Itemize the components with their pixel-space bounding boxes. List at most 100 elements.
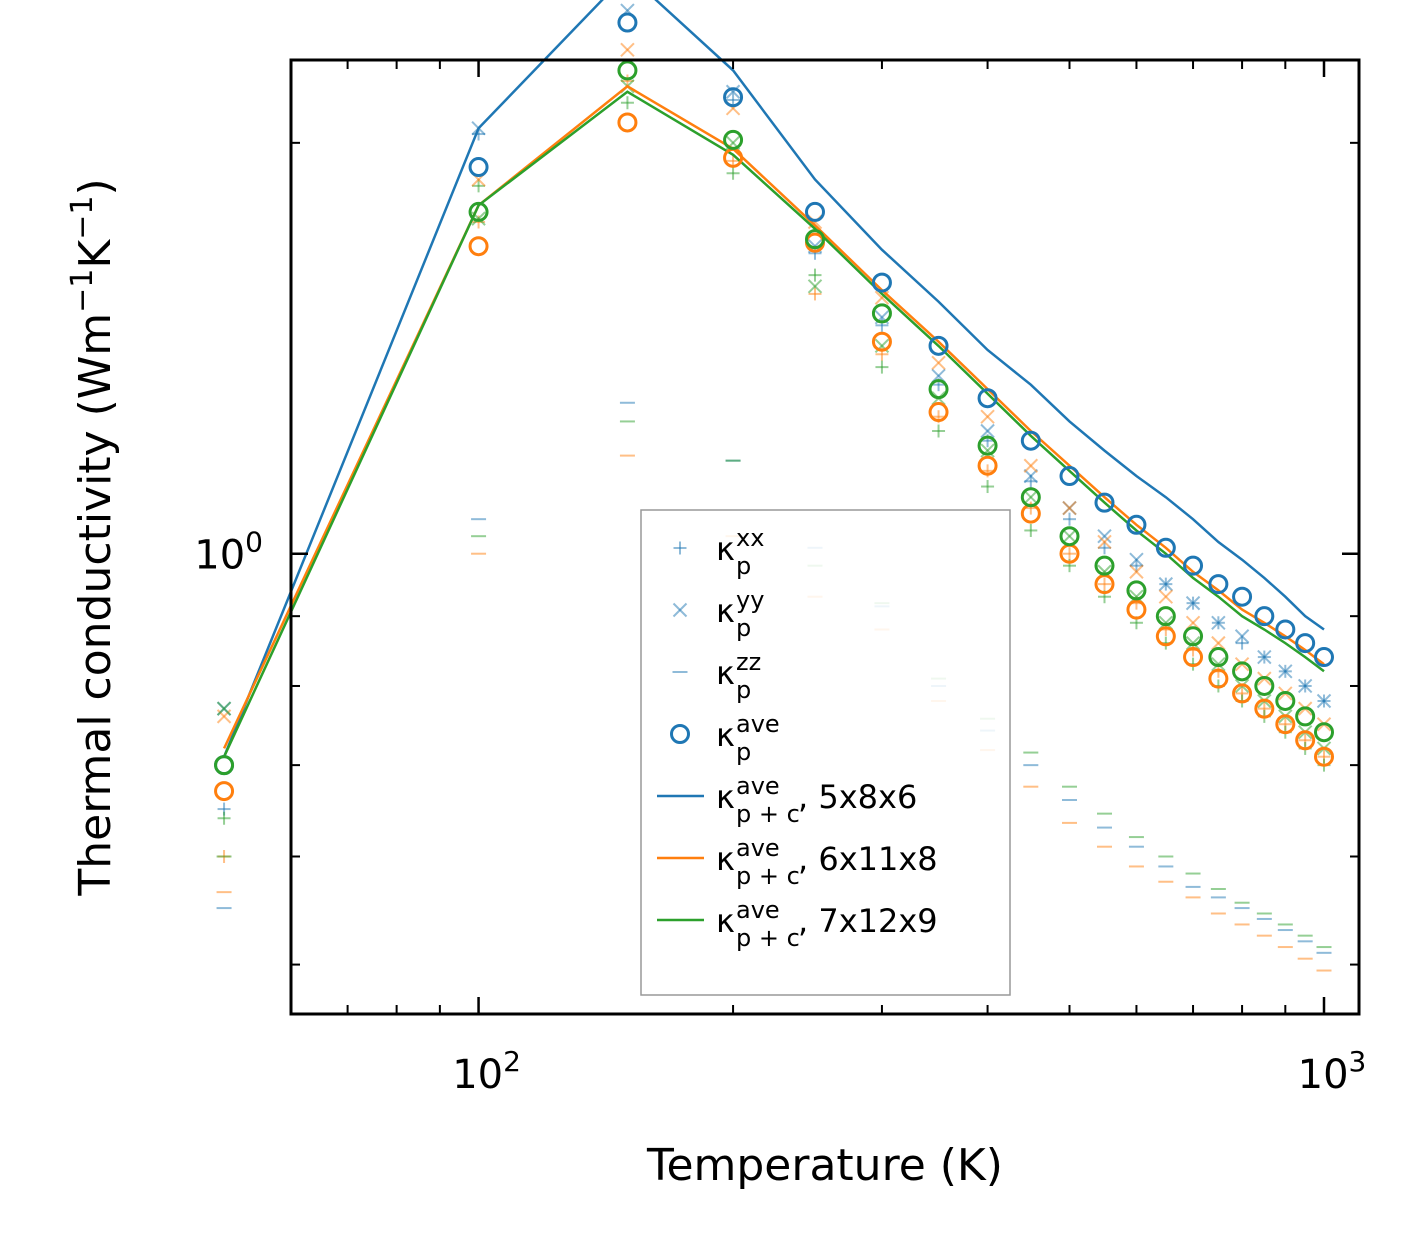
legend-label: κxx p xyxy=(716,524,764,580)
data-point xyxy=(1063,547,1077,561)
legend: κxx p κyy p κzz p κave p κave p + c, 5x8x6 κave p +… xyxy=(640,509,1011,996)
data-point xyxy=(1297,678,1313,694)
data-point xyxy=(980,423,995,439)
legend-marker xyxy=(672,602,688,618)
data-point xyxy=(1158,589,1174,604)
legend-item: κave p + c, 5x8x6 xyxy=(657,772,917,828)
legend-label: κave p + c, 7x12x9 xyxy=(716,896,938,952)
data-point xyxy=(875,360,889,374)
data-point xyxy=(1185,635,1201,651)
data-point xyxy=(1129,564,1144,579)
data-point xyxy=(871,272,892,293)
data-point xyxy=(1023,468,1039,484)
data-point xyxy=(1155,626,1176,647)
plot-frame xyxy=(289,58,1361,1016)
data-point xyxy=(1126,580,1147,601)
data-point xyxy=(468,236,489,257)
data-point xyxy=(1211,615,1226,630)
data-point xyxy=(1254,675,1275,696)
legend-item: κave p xyxy=(670,710,780,766)
series-kave_green xyxy=(214,60,1335,776)
data-point xyxy=(1235,636,1249,650)
data-point xyxy=(1232,661,1253,682)
data-point xyxy=(1062,528,1077,544)
data-point xyxy=(1295,706,1316,727)
data-point xyxy=(1278,664,1293,679)
data-point xyxy=(807,279,823,294)
data-point xyxy=(1254,698,1275,719)
data-point xyxy=(1023,490,1039,505)
data-point xyxy=(871,331,892,352)
data-point xyxy=(617,12,638,33)
data-point xyxy=(1183,555,1204,576)
data-point xyxy=(1275,714,1296,735)
data-point xyxy=(980,443,995,458)
data-point xyxy=(1275,690,1296,711)
data-point xyxy=(1185,595,1201,611)
data-point xyxy=(1234,629,1250,644)
data-point xyxy=(932,424,946,438)
data-point xyxy=(1257,649,1272,665)
data-point xyxy=(1023,458,1039,473)
series-line-total_6x11x8 xyxy=(222,84,1325,749)
data-point xyxy=(723,87,744,108)
data-point xyxy=(1275,619,1296,640)
data-point xyxy=(871,303,892,324)
data-point xyxy=(214,781,235,802)
data-point xyxy=(1183,647,1204,668)
data-point xyxy=(468,157,489,178)
legend-label: κave p + c, 5x8x6 xyxy=(716,772,917,828)
data-point xyxy=(1316,693,1332,709)
data-point xyxy=(977,435,998,456)
data-point xyxy=(1314,647,1335,668)
data-point xyxy=(468,201,489,222)
data-point xyxy=(723,129,744,150)
data-point xyxy=(1208,574,1229,595)
series-line-total_5x8x6 xyxy=(222,0,1325,758)
data-point xyxy=(472,179,486,193)
x-tick-label: 103 xyxy=(1298,1045,1367,1098)
legend-item: κave p + c, 7x12x9 xyxy=(657,896,938,952)
legend-item: κyy p xyxy=(672,586,764,642)
data-point xyxy=(981,480,995,494)
data-point xyxy=(1211,635,1226,651)
data-point xyxy=(1155,537,1176,558)
data-point xyxy=(1097,541,1111,555)
data-point xyxy=(1126,514,1147,535)
data-point xyxy=(217,811,231,825)
data-point xyxy=(1126,599,1147,620)
data-point xyxy=(1208,647,1229,668)
data-point xyxy=(620,42,635,57)
legend-item: κzz p xyxy=(672,648,761,704)
y-tick-label: 100 xyxy=(194,526,263,579)
data-point xyxy=(617,112,638,133)
data-point xyxy=(1208,668,1229,689)
data-point xyxy=(1129,552,1144,567)
data-point xyxy=(977,388,998,409)
legend-marker xyxy=(673,541,687,555)
data-point xyxy=(1024,523,1038,537)
data-point xyxy=(808,287,822,301)
data-point xyxy=(1314,746,1335,767)
data-point xyxy=(1158,615,1174,630)
data-point xyxy=(1062,500,1077,516)
data-point xyxy=(931,355,946,371)
data-point xyxy=(1155,606,1176,627)
data-point xyxy=(726,166,740,180)
x-axis-title: Temperature (K) xyxy=(646,1140,1003,1191)
data-point xyxy=(928,402,949,423)
data-point xyxy=(1314,722,1335,743)
data-point xyxy=(1097,528,1112,544)
legend-label: κave p xyxy=(716,710,780,766)
data-point xyxy=(980,409,995,424)
x-tick-label: 102 xyxy=(452,1045,521,1098)
data-point xyxy=(216,701,232,716)
data-point xyxy=(1059,526,1080,547)
data-point xyxy=(1097,534,1112,550)
data-point xyxy=(977,455,998,476)
data-point xyxy=(1094,555,1115,576)
data-point xyxy=(1295,633,1316,654)
data-point xyxy=(617,60,638,81)
data-point xyxy=(928,379,949,400)
